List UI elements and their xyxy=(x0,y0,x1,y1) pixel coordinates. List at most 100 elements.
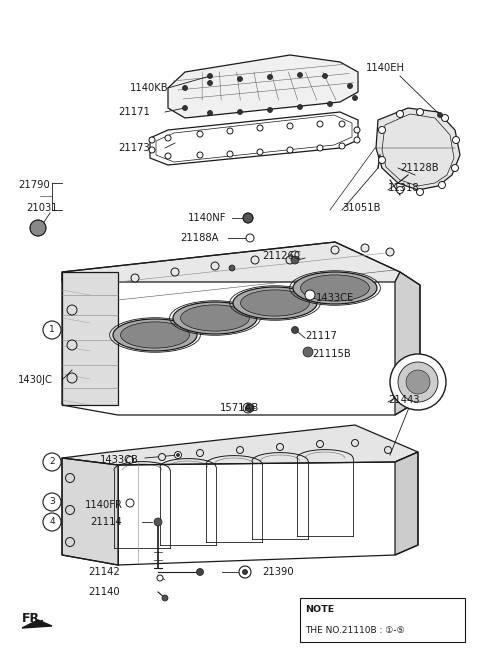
Text: 21173: 21173 xyxy=(118,143,150,153)
Circle shape xyxy=(245,405,251,411)
Circle shape xyxy=(379,157,385,163)
Text: 1: 1 xyxy=(49,325,55,335)
Polygon shape xyxy=(150,112,358,165)
Ellipse shape xyxy=(233,287,317,319)
Circle shape xyxy=(43,321,61,339)
Circle shape xyxy=(229,265,235,271)
Circle shape xyxy=(238,77,242,81)
Circle shape xyxy=(291,251,299,259)
Circle shape xyxy=(65,474,74,483)
Circle shape xyxy=(287,147,293,153)
Circle shape xyxy=(196,569,204,575)
Text: 21443: 21443 xyxy=(388,395,420,405)
Circle shape xyxy=(227,151,233,157)
Circle shape xyxy=(239,566,251,578)
Circle shape xyxy=(298,73,302,77)
Polygon shape xyxy=(62,272,118,405)
Circle shape xyxy=(246,404,254,412)
Circle shape xyxy=(417,108,423,115)
Circle shape xyxy=(417,188,423,195)
Circle shape xyxy=(406,370,430,394)
Circle shape xyxy=(303,347,313,357)
Text: 21031: 21031 xyxy=(26,203,58,213)
Polygon shape xyxy=(62,425,418,465)
Circle shape xyxy=(390,354,446,410)
Circle shape xyxy=(67,340,77,350)
Text: 21142: 21142 xyxy=(88,567,120,577)
Circle shape xyxy=(267,75,273,79)
Circle shape xyxy=(437,112,443,117)
Text: 1140FR: 1140FR xyxy=(85,500,123,510)
Circle shape xyxy=(207,81,213,85)
Text: 1140KB: 1140KB xyxy=(130,83,168,93)
Text: 21390: 21390 xyxy=(262,567,294,577)
Text: 31051B: 31051B xyxy=(342,203,381,213)
Circle shape xyxy=(127,457,133,464)
Polygon shape xyxy=(168,55,358,118)
Circle shape xyxy=(165,135,171,141)
Text: 1571AB: 1571AB xyxy=(220,403,259,413)
Circle shape xyxy=(396,186,404,194)
Circle shape xyxy=(354,137,360,143)
Circle shape xyxy=(352,96,358,100)
Circle shape xyxy=(65,506,74,514)
Circle shape xyxy=(386,248,394,256)
Circle shape xyxy=(398,362,438,402)
Ellipse shape xyxy=(113,319,197,351)
Circle shape xyxy=(291,327,299,333)
Circle shape xyxy=(351,440,359,447)
Circle shape xyxy=(175,451,181,459)
Circle shape xyxy=(162,595,168,601)
Circle shape xyxy=(384,447,392,453)
Circle shape xyxy=(43,513,61,531)
Circle shape xyxy=(149,147,155,153)
Circle shape xyxy=(286,256,294,264)
Text: 21117: 21117 xyxy=(305,331,337,341)
Circle shape xyxy=(158,453,166,461)
Text: 21128B: 21128B xyxy=(400,163,439,173)
Circle shape xyxy=(238,110,242,115)
Circle shape xyxy=(211,262,219,270)
Circle shape xyxy=(327,102,333,106)
Circle shape xyxy=(126,499,134,507)
Polygon shape xyxy=(395,272,420,415)
Text: 1433CE: 1433CE xyxy=(316,293,354,303)
Circle shape xyxy=(227,128,233,134)
Circle shape xyxy=(323,73,327,79)
Text: 1433CB: 1433CB xyxy=(100,455,139,465)
Polygon shape xyxy=(22,620,52,628)
Circle shape xyxy=(251,256,259,264)
Circle shape xyxy=(197,131,203,137)
Circle shape xyxy=(243,403,253,413)
Text: 1140NF: 1140NF xyxy=(188,213,227,223)
Circle shape xyxy=(131,274,139,282)
Ellipse shape xyxy=(120,322,190,348)
Ellipse shape xyxy=(300,275,370,301)
Circle shape xyxy=(197,152,203,158)
Polygon shape xyxy=(156,115,352,162)
Polygon shape xyxy=(62,458,118,565)
Ellipse shape xyxy=(180,305,250,331)
Circle shape xyxy=(207,110,213,115)
Circle shape xyxy=(243,213,253,223)
Text: 21126C: 21126C xyxy=(262,251,301,261)
Text: 2: 2 xyxy=(49,457,55,466)
Text: 21115B: 21115B xyxy=(312,349,351,359)
Circle shape xyxy=(165,153,171,159)
Circle shape xyxy=(157,575,163,581)
Polygon shape xyxy=(395,452,418,555)
Circle shape xyxy=(453,136,459,144)
Polygon shape xyxy=(376,108,460,190)
Circle shape xyxy=(242,569,248,575)
Circle shape xyxy=(196,449,204,457)
Text: 21188A: 21188A xyxy=(180,233,218,243)
Circle shape xyxy=(348,83,352,89)
Text: 1430JC: 1430JC xyxy=(18,375,53,385)
Polygon shape xyxy=(62,242,400,282)
Circle shape xyxy=(317,145,323,151)
Circle shape xyxy=(257,125,263,131)
Text: NOTE: NOTE xyxy=(305,605,334,614)
Circle shape xyxy=(267,108,273,112)
Circle shape xyxy=(452,165,458,171)
Text: 11318: 11318 xyxy=(388,183,420,193)
